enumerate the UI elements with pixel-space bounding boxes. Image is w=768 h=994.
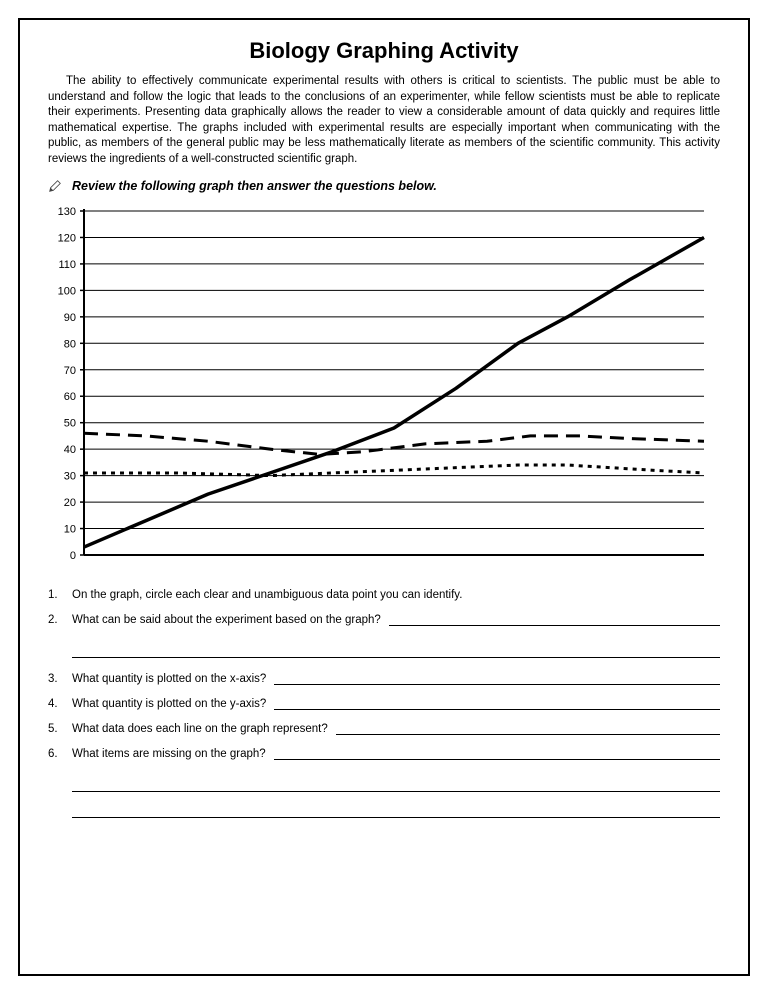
svg-text:60: 60 xyxy=(64,391,76,403)
question-number: 3. xyxy=(48,673,64,685)
question-number: 1. xyxy=(48,589,64,601)
question-row: 6. What items are missing on the graph? xyxy=(48,741,720,766)
question-number: 6. xyxy=(48,748,64,760)
question-text: On the graph, circle each clear and unam… xyxy=(72,589,462,601)
question-text: What items are missing on the graph? xyxy=(72,748,266,760)
question-row: 2. What can be said about the experiment … xyxy=(48,607,720,632)
answer-line[interactable] xyxy=(72,780,720,792)
svg-text:110: 110 xyxy=(58,259,76,271)
line-chart: 0 10 20 30 40 50 60 70 80 90 100 110 120 130 xyxy=(48,203,708,563)
intro-paragraph: The ability to effectively communicate e… xyxy=(48,74,720,167)
page-title: Biology Graphing Activity xyxy=(48,38,720,64)
answer-line[interactable] xyxy=(336,723,720,735)
question-row: 1. On the graph, circle each clear and un… xyxy=(48,582,720,607)
question-row: 4. What quantity is plotted on the y-axis… xyxy=(48,691,720,716)
svg-text:40: 40 xyxy=(64,444,76,456)
question-number: 5. xyxy=(48,723,64,735)
svg-text:70: 70 xyxy=(64,365,76,377)
worksheet-page: Biology Graphing Activity The ability to… xyxy=(18,18,750,976)
svg-text:90: 90 xyxy=(64,312,76,324)
svg-text:100: 100 xyxy=(58,285,76,297)
pencil-icon xyxy=(48,179,62,193)
svg-text:130: 130 xyxy=(58,206,76,218)
svg-text:120: 120 xyxy=(58,233,76,245)
question-text: What can be said about the experiment ba… xyxy=(72,614,381,626)
questions-list: 1. On the graph, circle each clear and un… xyxy=(48,582,720,818)
answer-line[interactable] xyxy=(389,614,720,626)
question-row: 5. What data does each line on the graph … xyxy=(48,716,720,741)
answer-line[interactable] xyxy=(274,748,720,760)
question-row: 3. What quantity is plotted on the x-axis… xyxy=(48,666,720,691)
answer-line[interactable] xyxy=(72,806,720,818)
question-number: 4. xyxy=(48,698,64,710)
question-text: What data does each line on the graph re… xyxy=(72,723,328,735)
question-number: 2. xyxy=(48,614,64,626)
svg-text:10: 10 xyxy=(64,524,76,536)
answer-line[interactable] xyxy=(274,698,720,710)
svg-text:30: 30 xyxy=(64,471,76,483)
answer-line[interactable] xyxy=(274,673,720,685)
instruction-text: Review the following graph then answer t… xyxy=(72,179,437,193)
svg-text:0: 0 xyxy=(70,550,76,562)
question-text: What quantity is plotted on the y-axis? xyxy=(72,698,266,710)
question-text: What quantity is plotted on the x-axis? xyxy=(72,673,266,685)
svg-text:80: 80 xyxy=(64,338,76,350)
svg-text:50: 50 xyxy=(64,418,76,430)
chart-container: 0 10 20 30 40 50 60 70 80 90 100 110 120 130 xyxy=(48,203,720,568)
svg-text:20: 20 xyxy=(64,497,76,509)
instruction-row: Review the following graph then answer t… xyxy=(48,179,720,193)
answer-line[interactable] xyxy=(72,646,720,658)
